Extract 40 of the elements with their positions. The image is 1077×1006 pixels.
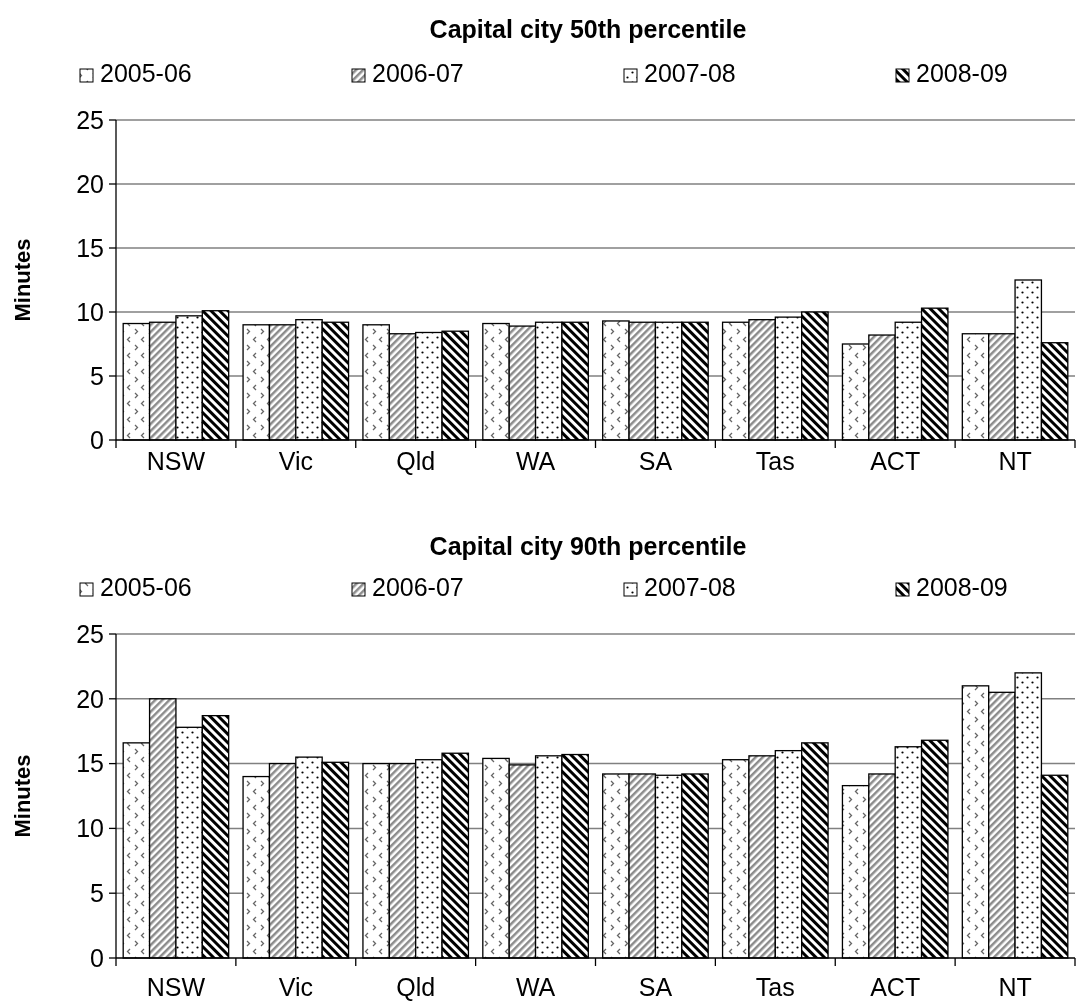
x-tick-label: NT xyxy=(998,447,1032,475)
y-tick-label: 10 xyxy=(76,297,104,326)
legend-label: 2005-06 xyxy=(100,59,192,87)
y-tick-label: 20 xyxy=(76,169,104,198)
legend-label: 2005-06 xyxy=(100,573,192,601)
x-tick-label: NSW xyxy=(146,973,206,1001)
y-axis-title: Minutes xyxy=(10,754,35,838)
y-tick-label: 5 xyxy=(90,878,104,907)
x-tick-label: NT xyxy=(998,973,1032,1001)
x-tick-label: Qld xyxy=(396,973,436,1001)
chart-title: Capital city 50th percentile xyxy=(429,15,747,43)
y-axis-title: Minutes xyxy=(10,238,35,322)
x-tick-label: ACT xyxy=(870,447,921,475)
y-tick-label: 15 xyxy=(76,233,104,262)
x-tick-label: WA xyxy=(515,973,556,1001)
y-tick-label: 0 xyxy=(90,425,104,454)
y-tick-label: 25 xyxy=(76,619,104,648)
y-tick-label: 20 xyxy=(76,684,104,713)
legend-label: 2006-07 xyxy=(372,573,464,601)
y-tick-label: 25 xyxy=(76,105,104,134)
y-tick-label: 0 xyxy=(90,943,104,972)
legend-label: 2008-09 xyxy=(916,573,1008,601)
x-tick-label: Vic xyxy=(278,447,313,475)
x-tick-label: Tas xyxy=(755,447,795,475)
y-tick-label: 5 xyxy=(90,361,104,390)
x-tick-label: SA xyxy=(638,973,673,1001)
x-tick-label: SA xyxy=(638,447,673,475)
y-tick-label: 10 xyxy=(76,814,104,843)
x-tick-label: ACT xyxy=(870,973,921,1001)
y-tick-label: 15 xyxy=(76,749,104,778)
legend-label: 2007-08 xyxy=(644,59,736,87)
x-tick-label: Vic xyxy=(278,973,313,1001)
chart-title: Capital city 90th percentile xyxy=(429,532,747,560)
legend-label: 2007-08 xyxy=(644,573,736,601)
x-tick-label: Tas xyxy=(755,973,795,1001)
x-tick-label: Qld xyxy=(396,447,436,475)
x-tick-label: NSW xyxy=(146,447,206,475)
x-tick-label: WA xyxy=(515,447,556,475)
legend-label: 2008-09 xyxy=(916,59,1008,87)
legend-label: 2006-07 xyxy=(372,59,464,87)
